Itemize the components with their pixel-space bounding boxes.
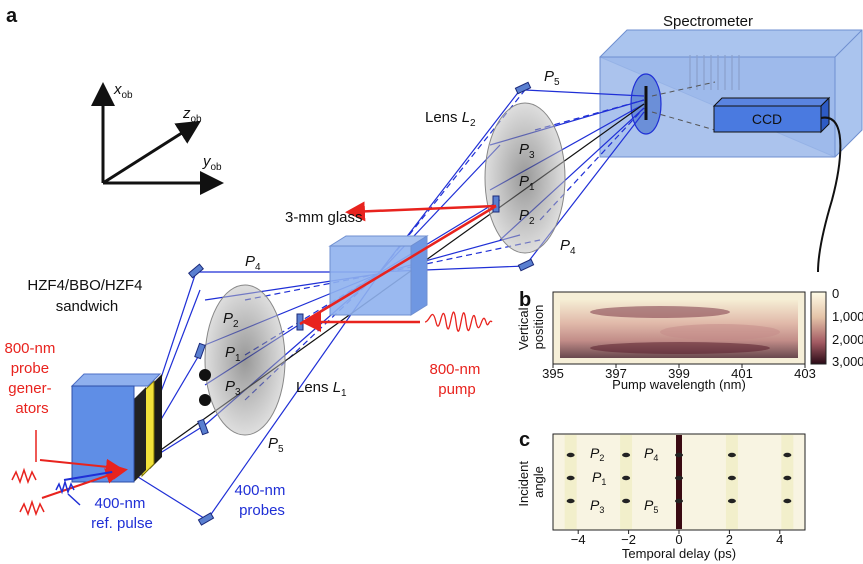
ref-pulse-label: 400-nm ref. pulse: [91, 495, 153, 532]
axis-y-label: yob: [202, 153, 222, 173]
panel-b-tick-label: 403: [794, 366, 816, 381]
colorbar-tick-0: 0: [832, 286, 839, 301]
pump-label: 800-nm pump: [429, 361, 484, 398]
pump-mirror-l2: [493, 196, 499, 212]
colorbar-tick-3000: 3,000: [832, 354, 863, 369]
sandwich-label: HZF4/BBO/HZF4 sandwich: [27, 277, 146, 315]
probes-label: 400-nm probes: [234, 482, 289, 519]
axis-x-label: xob: [113, 81, 133, 101]
ccd-label: CCD: [752, 111, 782, 127]
delay-peak-spot: [728, 499, 736, 503]
colorbar-tick-1000: 1,000: [832, 309, 863, 324]
delay-peak-spot: [783, 499, 791, 503]
lens-l1: [205, 285, 285, 435]
panel-c-tick-label: −4: [571, 532, 586, 547]
panel-b-tick-label: 395: [542, 366, 564, 381]
delay-peak-spot: [622, 476, 630, 480]
delay-peak-spot: [567, 499, 575, 503]
mirror-p4-right: [518, 259, 533, 270]
delay-peak-band: [726, 435, 738, 529]
mirror-p4-left: [189, 264, 204, 278]
delay-peak-band: [676, 435, 682, 529]
spectrometer-title: Spectrometer: [663, 13, 753, 30]
panel-c-tick-label: 2: [726, 532, 733, 547]
probe-generators-label: 800-nm probe gener- ators: [4, 340, 59, 417]
lens-l1-label: Lens L1: [296, 379, 347, 399]
panel-b-spectrum-map: Vertical position 395 397 399 401 403 Pump w…: [516, 286, 863, 392]
coordinate-axes: xob zob yob: [103, 81, 222, 183]
delay-peak-spot: [728, 476, 736, 480]
panel-c-xlabel: Temporal delay (ps): [622, 546, 736, 561]
beam-block-top: [199, 369, 211, 381]
panel-c-tick-label: 4: [776, 532, 783, 547]
panel-c-tick-label: 0: [675, 532, 682, 547]
lens-l2-label: Lens L2: [425, 109, 476, 129]
delay-peak-spot: [728, 453, 736, 457]
mirror-p5-bottom: [198, 513, 213, 525]
axis-z-label: zob: [182, 105, 202, 125]
label-p4-right: P4: [560, 237, 576, 257]
sandwich-crystal: [72, 374, 162, 482]
delay-peak-spot: [567, 453, 575, 457]
delay-peak-spot: [622, 453, 630, 457]
delay-peak-spot: [675, 499, 683, 503]
delay-peak-spot: [675, 453, 683, 457]
panel-b-colorbar: [811, 292, 826, 364]
delay-peak-spot: [783, 453, 791, 457]
label-p5-bottom: P5: [268, 435, 284, 455]
label-p4-left: P4: [245, 253, 261, 273]
panel-c-ylabel: Incident angle: [516, 457, 546, 506]
panel-c-delay-map: Incident angle P2 P4 P1 P3 P5 −4 −2 0 2 4 Te…: [516, 434, 805, 561]
delay-peak-band: [620, 435, 632, 529]
colorbar-tick-2000: 2,000: [832, 332, 863, 347]
delay-peak-spot: [783, 476, 791, 480]
spectrometer: Spectrometer CCD: [600, 13, 862, 272]
label-p5-top: P5: [544, 68, 560, 88]
mirror-p5-lower: [198, 419, 208, 434]
delay-peak-band: [781, 435, 793, 529]
panel-c-xticks: −4 −2 0 2 4: [571, 530, 784, 547]
delay-peak-spot: [622, 499, 630, 503]
pump-pulse-waveform: [425, 312, 492, 331]
ccd-detector: CCD: [714, 98, 829, 132]
glass-label: 3-mm glass: [285, 209, 363, 226]
delay-peak-spot: [675, 476, 683, 480]
panel-label-a: a: [6, 5, 18, 27]
panel-b-xlabel: Pump wavelength (nm): [612, 377, 746, 392]
panel-b-ylabel: Vertical position: [516, 304, 546, 350]
delay-peak-band: [565, 435, 577, 529]
mirror-p2-left: [195, 343, 205, 358]
panel-c-tick-label: −2: [621, 532, 636, 547]
delay-peak-spot: [567, 476, 575, 480]
beam-block-bottom: [199, 394, 211, 406]
panel-label-c: c: [519, 429, 530, 451]
